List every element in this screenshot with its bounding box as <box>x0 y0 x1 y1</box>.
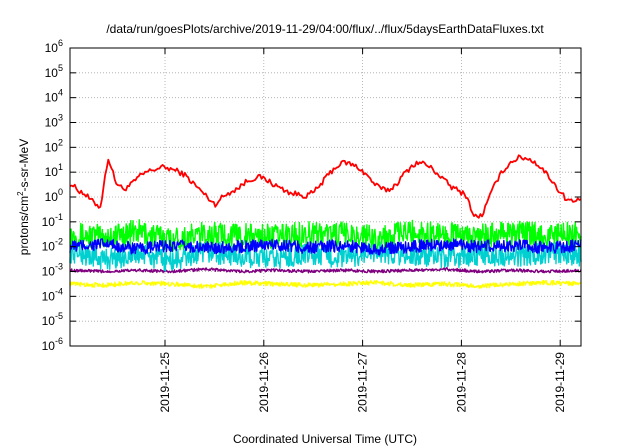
y-tick-exponent: 0 <box>58 187 63 197</box>
y-tick-base: 10 <box>45 165 59 179</box>
y-axis-title-unit: protons/cm <box>17 196 31 255</box>
y-tick-base: 10 <box>45 140 59 154</box>
y-tick-exponent: -6 <box>55 336 63 346</box>
y-tick-exponent: 4 <box>58 88 63 98</box>
x-tick-label: 2019-11-25 <box>158 352 172 413</box>
y-tick-exponent: 3 <box>58 113 63 123</box>
y-tick-exponent: -5 <box>55 311 63 321</box>
y-tick-exponent: 5 <box>58 63 63 73</box>
x-tick-label: 2019-11-27 <box>356 352 370 413</box>
series-line <box>69 279 582 289</box>
grid <box>70 48 581 346</box>
y-tick-base: 10 <box>45 66 59 80</box>
y-tick-label: 10-4 <box>42 286 63 303</box>
y-axis-title-rest: -s-sr-MeV <box>17 139 31 192</box>
y-tick-base: 10 <box>45 41 59 55</box>
y-axis: 10-610-510-410-310-210-11001011021031041… <box>42 38 581 353</box>
y-axis-title: protons/cm2-s-sr-MeV <box>16 139 31 255</box>
y-tick-exponent: -4 <box>55 286 63 296</box>
plot-series <box>69 154 582 289</box>
y-tick-label: 10-2 <box>42 237 63 254</box>
y-tick-exponent: -2 <box>55 237 63 247</box>
series-line <box>69 238 582 256</box>
y-tick-label: 100 <box>45 187 63 204</box>
y-axis-title-superscript: 2 <box>16 191 25 196</box>
series-line <box>69 219 582 253</box>
y-tick-base: 10 <box>45 190 59 204</box>
x-tick-label: 2019-11-26 <box>257 352 271 413</box>
y-tick-label: 10-1 <box>42 212 63 229</box>
series-line <box>69 267 582 274</box>
y-tick-label: 106 <box>45 38 63 55</box>
y-tick-label: 104 <box>45 88 63 105</box>
y-tick-base: 10 <box>42 265 56 279</box>
y-tick-label: 10-6 <box>42 336 63 353</box>
x-axis: 2019-11-25 2019-11-26 2019-11-27 2019-11-28… <box>158 48 567 413</box>
y-tick-exponent: 6 <box>58 38 63 48</box>
y-tick-label: 10-5 <box>42 311 63 328</box>
y-tick-base: 10 <box>45 116 59 130</box>
y-tick-label: 102 <box>45 137 63 154</box>
chart-title: /data/run/goesPlots/archive/2019-11-29/0… <box>106 22 544 36</box>
y-tick-base: 10 <box>42 215 56 229</box>
y-tick-label: 103 <box>45 113 63 130</box>
series-line <box>69 154 582 219</box>
y-tick-base: 10 <box>42 314 56 328</box>
y-tick-exponent: 1 <box>58 162 63 172</box>
y-tick-exponent: 2 <box>58 137 63 147</box>
y-tick-base: 10 <box>42 240 56 254</box>
y-tick-label: 105 <box>45 63 63 80</box>
x-tick-label: 2019-11-29 <box>553 352 567 413</box>
y-tick-exponent: -3 <box>55 262 63 272</box>
y-tick-base: 10 <box>42 289 56 303</box>
y-tick-base: 10 <box>45 91 59 105</box>
y-tick-label: 10-3 <box>42 262 63 279</box>
x-axis-title: Coordinated Universal Time (UTC) <box>233 432 417 446</box>
y-tick-base: 10 <box>42 339 56 353</box>
y-tick-label: 101 <box>45 162 63 179</box>
y-tick-exponent: -1 <box>55 212 63 222</box>
x-tick-label: 2019-11-28 <box>454 352 468 413</box>
